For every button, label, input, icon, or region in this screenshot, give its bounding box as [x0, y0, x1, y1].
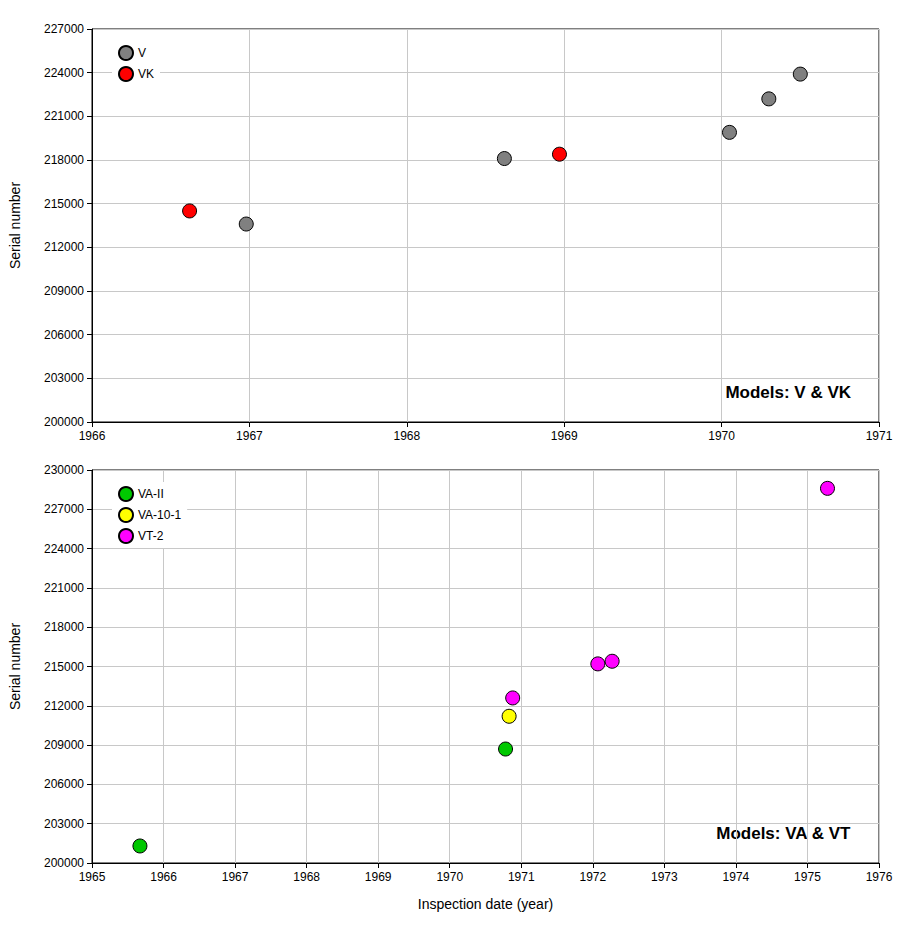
- svg-text:1976: 1976: [866, 870, 893, 884]
- svg-text:1968: 1968: [393, 429, 420, 443]
- svg-text:206000: 206000: [44, 328, 84, 342]
- svg-text:209000: 209000: [44, 738, 84, 752]
- svg-text:206000: 206000: [44, 777, 84, 791]
- svg-text:1972: 1972: [579, 870, 606, 884]
- svg-text:V: V: [138, 46, 146, 60]
- svg-text:1969: 1969: [551, 429, 578, 443]
- svg-text:203000: 203000: [44, 371, 84, 385]
- svg-text:215000: 215000: [44, 660, 84, 674]
- svg-text:227000: 227000: [44, 22, 84, 36]
- svg-text:215000: 215000: [44, 197, 84, 211]
- svg-text:Serial number: Serial number: [7, 623, 23, 710]
- svg-text:1968: 1968: [293, 870, 320, 884]
- svg-text:209000: 209000: [44, 284, 84, 298]
- svg-text:1973: 1973: [651, 870, 678, 884]
- svg-text:1966: 1966: [150, 870, 177, 884]
- svg-text:1970: 1970: [436, 870, 463, 884]
- svg-text:227000: 227000: [44, 502, 84, 516]
- svg-text:224000: 224000: [44, 542, 84, 556]
- svg-text:Inspection date (year): Inspection date (year): [418, 896, 553, 912]
- svg-text:1967: 1967: [236, 429, 263, 443]
- svg-text:203000: 203000: [44, 817, 84, 831]
- svg-text:1965: 1965: [79, 870, 106, 884]
- svg-text:1969: 1969: [365, 870, 392, 884]
- svg-text:Models: VA & VT: Models: VA & VT: [716, 824, 851, 843]
- svg-text:221000: 221000: [44, 581, 84, 595]
- svg-text:VK: VK: [138, 67, 154, 81]
- svg-text:1974: 1974: [723, 870, 750, 884]
- svg-text:1967: 1967: [222, 870, 249, 884]
- svg-text:218000: 218000: [44, 153, 84, 167]
- svg-text:1971: 1971: [866, 429, 893, 443]
- svg-text:1971: 1971: [508, 870, 535, 884]
- svg-text:230000: 230000: [44, 463, 84, 477]
- svg-text:1975: 1975: [794, 870, 821, 884]
- svg-text:212000: 212000: [44, 699, 84, 713]
- svg-text:1970: 1970: [708, 429, 735, 443]
- svg-text:VT-2: VT-2: [138, 529, 164, 543]
- svg-text:VA-10-1: VA-10-1: [138, 508, 181, 522]
- svg-text:200000: 200000: [44, 856, 84, 870]
- svg-text:Models: V & VK: Models: V & VK: [725, 383, 851, 402]
- svg-text:221000: 221000: [44, 109, 84, 123]
- svg-text:VA-II: VA-II: [138, 487, 164, 501]
- svg-text:1966: 1966: [79, 429, 106, 443]
- svg-text:Serial number: Serial number: [7, 182, 23, 269]
- svg-text:212000: 212000: [44, 240, 84, 254]
- svg-text:200000: 200000: [44, 415, 84, 429]
- svg-text:218000: 218000: [44, 620, 84, 634]
- svg-text:224000: 224000: [44, 66, 84, 80]
